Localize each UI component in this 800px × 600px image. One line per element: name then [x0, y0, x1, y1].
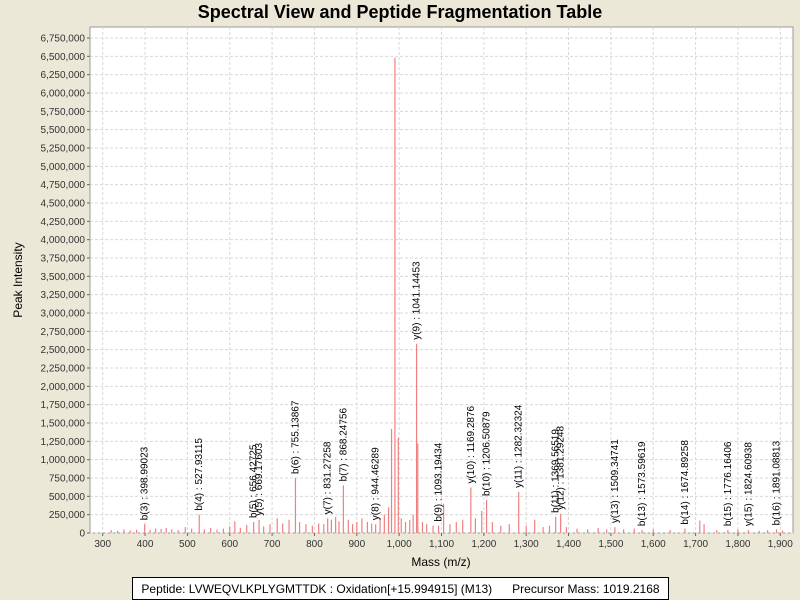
peptide-label: Peptide: LVWEQVLKPLYGMTTDK : Oxidation[+…: [141, 581, 493, 596]
y-tick-label: 4,000,000: [41, 235, 86, 246]
peak-annotation: y(7) : 831.27258: [323, 441, 334, 514]
peak-annotation: b(9) : 1093.19434: [434, 442, 445, 521]
y-tick-label: 6,000,000: [41, 89, 86, 100]
x-tick-label: 1,300: [514, 539, 539, 550]
x-tick-label: 700: [264, 539, 281, 550]
x-tick-label: 1,800: [725, 539, 750, 550]
y-tick-label: 5,000,000: [41, 162, 86, 173]
peak-annotation: y(10) : 1169.2876: [466, 405, 477, 483]
peak-bars: [110, 57, 784, 533]
y-tick-label: 5,250,000: [41, 144, 86, 155]
peak-annotation: b(4) : 527.93115: [194, 438, 205, 511]
y-tick-label: 4,500,000: [41, 199, 86, 210]
peak-annotation: b(16) : 1891.08813: [772, 440, 783, 525]
peak-annotation: b(10) : 1206.50879: [482, 411, 493, 496]
y-tick-label: 2,750,000: [41, 327, 86, 338]
x-tick-label: 1,100: [429, 539, 454, 550]
x-tick-label: 1,200: [471, 539, 496, 550]
y-tick-label: 1,750,000: [41, 400, 86, 411]
y-axis-label: Peak Intensity: [11, 242, 25, 317]
y-tick-label: 1,000,000: [41, 455, 86, 466]
x-tick-label: 1,000: [387, 539, 412, 550]
x-tick-label: 500: [179, 539, 196, 550]
peak-annotation: b(15) : 1776.16406: [723, 441, 734, 526]
y-tick-label: 6,500,000: [41, 52, 86, 63]
y-axis: 0 250,000 500,000 750,000 1,000,000 1,250,000…: [41, 34, 90, 540]
y-tick-label: 3,500,000: [41, 272, 86, 283]
peak-annotation: y(5) : 669.17603: [254, 443, 265, 516]
peptide-info-box: Peptide: LVWEQVLKPLYGMTTDK : Oxidation[+…: [132, 577, 669, 600]
y-tick-label: 4,250,000: [41, 217, 86, 228]
x-tick-label: 400: [137, 539, 154, 550]
x-axis: 300 400 500 600 700 800 900 1,000 1,100 1,200 1,30…: [94, 533, 793, 550]
y-tick-label: 3,750,000: [41, 254, 86, 265]
y-tick-label: 6,250,000: [41, 70, 86, 81]
peak-annotation: y(11) : 1282.32324: [514, 404, 525, 488]
y-tick-label: 0: [79, 529, 85, 540]
peak-annotation: b(7) : 868.24756: [338, 408, 349, 482]
y-tick-label: 4,750,000: [41, 180, 86, 191]
peak-annotation: y(9) : 1041.14453: [412, 261, 423, 340]
x-tick-label: 1,400: [556, 539, 581, 550]
y-tick-label: 5,500,000: [41, 125, 86, 136]
peak-annotation: b(11) : 1369.56519: [551, 429, 562, 513]
precursor-mass-label: Precursor Mass: 1019.2168: [512, 581, 660, 596]
y-tick-label: 2,250,000: [41, 364, 86, 375]
peak-annotation: b(14) : 1674.89258: [680, 440, 691, 525]
peak-annotation: b(13) : 1573.59619: [637, 441, 648, 526]
x-tick-label: 1,600: [641, 539, 666, 550]
y-tick-label: 5,750,000: [41, 107, 86, 118]
y-tick-label: 750,000: [49, 474, 86, 485]
x-tick-label: 1,700: [683, 539, 708, 550]
peak-annotation: y(12) : 1381.29248: [556, 426, 567, 510]
x-tick-label: 900: [348, 539, 365, 550]
peak-annotation: b(6) : 755.13867: [290, 400, 301, 474]
y-tick-label: 2,000,000: [41, 382, 86, 393]
x-tick-label: 300: [94, 539, 111, 550]
peak-annotation: y(8) : 944.46289: [371, 447, 382, 520]
x-tick-label: 600: [221, 539, 238, 550]
peak-annotation: y(15) : 1824.60938: [743, 442, 754, 526]
peak-annotations: b(3) : 398.99023 b(4) : 527.93115 b(5) : 6…: [140, 261, 783, 526]
x-axis-label: Mass (m/z): [411, 555, 470, 569]
y-tick-label: 3,250,000: [41, 290, 86, 301]
y-tick-label: 250,000: [49, 510, 86, 521]
x-tick-label: 1,500: [598, 539, 623, 550]
peak-annotation: b(5) : 656.42725: [249, 444, 260, 518]
chart-title: Spectral View and Peptide Fragmentation …: [197, 2, 603, 22]
y-tick-label: 500,000: [49, 492, 86, 503]
peak-annotation: y(13) : 1509.34741: [610, 439, 621, 523]
peak-annotation: b(3) : 398.99023: [140, 446, 151, 520]
y-tick-label: 3,000,000: [41, 309, 86, 320]
y-tick-label: 1,250,000: [41, 437, 86, 448]
y-tick-label: 2,500,000: [41, 345, 86, 356]
grid-lines: [90, 27, 793, 534]
x-tick-label: 800: [306, 539, 323, 550]
y-tick-label: 6,750,000: [41, 34, 86, 45]
spectrum-chart: b(3) : 398.99023 b(4) : 527.93115 b(5) : 6…: [11, 26, 794, 569]
x-tick-label: 1,900: [768, 539, 793, 550]
y-tick-label: 1,500,000: [41, 419, 86, 430]
